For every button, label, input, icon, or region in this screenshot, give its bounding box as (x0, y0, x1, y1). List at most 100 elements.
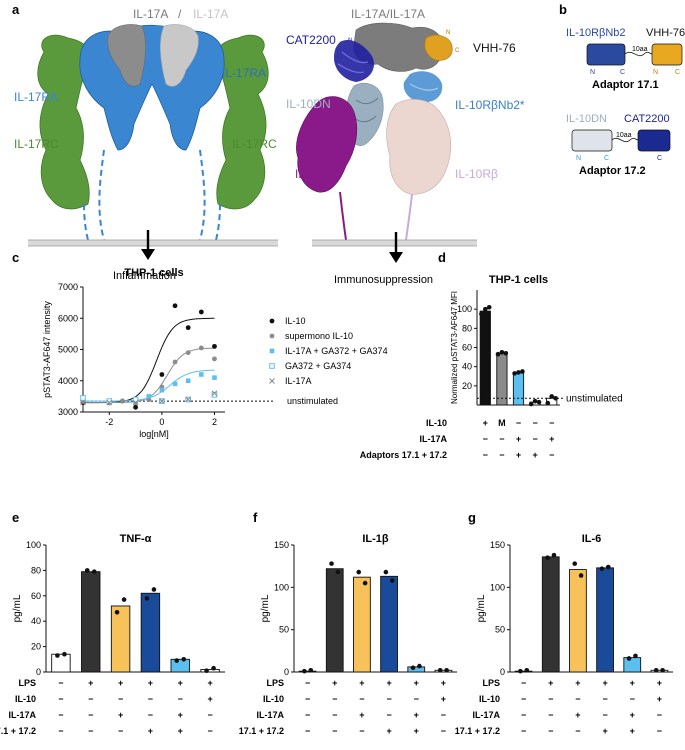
chart-e-bar-1 (81, 571, 101, 673)
chart-d-row-label-0: IL-10 (426, 418, 447, 428)
chart-d-bar-1 (496, 352, 508, 406)
adaptor1-right-domain (651, 43, 683, 66)
chart-d-bar-0 (479, 310, 491, 406)
chart-c-legend-label-1: supermono IL-10 (285, 331, 353, 341)
chart-g-ytick-label-1: 50 (495, 625, 505, 635)
chart-e-mark-3-4: + (178, 726, 183, 736)
chart-g-mark-3-1: − (548, 726, 553, 736)
chart-e-mark-1-1: − (88, 694, 93, 704)
chart-c-point-1-6 (172, 359, 178, 365)
chart-g-mark-0-1: + (548, 678, 553, 688)
chart-c-point-1-2 (120, 398, 125, 404)
chart-d-point-0-1 (483, 306, 488, 312)
chart-c-xtick-label-2: 2 (212, 417, 217, 427)
chart-f-bar-0 (298, 670, 317, 673)
chart-e-bar-4 (170, 658, 190, 673)
chart-g-ytick-label-3: 150 (490, 540, 505, 550)
chart-e-ylabel: pg/mL (12, 594, 23, 622)
membrane-right (312, 239, 477, 247)
chart-d-point-4-2 (553, 395, 558, 401)
chart-c-point-3-0 (80, 395, 86, 401)
chart-e-ytick-label-2: 40 (31, 616, 41, 626)
chart-f-point-1-0 (329, 561, 334, 566)
chart-f-mark-1-1: − (332, 694, 337, 704)
il17a-label-a: IL-17A (133, 7, 168, 21)
chart-e-bar-5 (200, 669, 220, 673)
chart-g-point-1-1 (551, 552, 557, 558)
chart-d-ylabel: Normalized pSTAT3-AF647 MFI (450, 291, 459, 404)
chart-e-tnf: TNF-α 0 20 40 60 80 100 pg/mL LPS − + + + + + IL-10 − − − −… (0, 533, 225, 736)
chart-g-mark-3-3: + (602, 726, 607, 736)
chart-f-point-5-1 (444, 668, 449, 673)
chart-f-mark-1-3: − (386, 694, 391, 704)
chart-c-point-2-8 (212, 375, 217, 380)
chart-e-mark-2-5: − (207, 710, 212, 720)
chart-f-mark-3-0: − (305, 726, 310, 736)
outcome-immunosuppression: Immunosuppression (334, 274, 433, 286)
chart-c-legend-label-4: IL-17A (285, 376, 312, 386)
chart-d-ytick-label-2: 60 (462, 343, 472, 353)
outcome-inflammation: Inflammation (113, 270, 176, 282)
chart-e-point-0-0 (55, 653, 60, 658)
chart-e-ytick-label-1: 20 (31, 642, 41, 652)
adaptor2-n: N (576, 155, 581, 162)
chart-c-legend-marker-2 (269, 348, 275, 354)
adaptor1-right-label: VHH-76 (646, 27, 685, 39)
chart-c-point-0-8 (198, 309, 204, 315)
chart-e-point-0-1 (62, 651, 67, 657)
chart-d-mark-0-2: − (516, 418, 521, 428)
panel-letter-a: a (12, 2, 20, 17)
chart-c-ytick-label-1: 4000 (58, 376, 78, 386)
chart-g-point-5-1 (660, 668, 665, 673)
chart-e-point-2-0 (114, 610, 120, 615)
chart-d-point-2-1 (516, 370, 521, 375)
chart-e-ytick-label-0: 0 (36, 667, 41, 677)
chart-g-bar-5 (650, 669, 669, 673)
chart-e-mark-0-3: + (148, 678, 153, 688)
chart-c-point-0-9 (212, 343, 217, 349)
chart-f-mark-2-2: + (359, 710, 364, 720)
il17a-label-sep: / (178, 7, 182, 21)
chart-f-row-label-3: 17.1 + 17.2 (239, 726, 284, 736)
chart-d-bar-2 (512, 371, 525, 406)
chart-g-bar-4 (623, 657, 642, 673)
arrow-head-left (141, 249, 155, 260)
chart-f-mark-1-0: − (305, 694, 310, 704)
chart-f-mark-3-5: − (441, 726, 446, 736)
chart-g-point-5-0 (653, 668, 659, 673)
chart-e-mark-3-3: + (148, 726, 153, 736)
chart-d-mark-1-1: − (499, 434, 504, 444)
cat2200-shape (334, 39, 375, 82)
chart-c-point-4-3 (159, 398, 165, 404)
il10ra-tether (339, 191, 347, 241)
chart-f-point-5-0 (437, 668, 443, 673)
panel-letter-g: g (468, 510, 476, 525)
tether-right (199, 149, 206, 241)
chart-e-point-3-1 (151, 587, 157, 592)
chart-g-point-4-1 (633, 653, 638, 659)
chart-d-mark-2-1: − (499, 450, 504, 460)
chart-g-ytick-label-0: 0 (500, 667, 505, 677)
chart-f-mark-1-2: − (359, 694, 364, 704)
panel-letter-f: f (253, 510, 258, 525)
il10rb-tether (405, 193, 413, 241)
chart-c-dose-response: THP-1 cells 3000 4000 5000 6000 7000 -2 0 2 log[n… (42, 267, 388, 439)
chart-d-point-3-0 (528, 401, 534, 407)
chart-g-mark-3-2: − (575, 726, 580, 736)
chart-d-point-3-2 (536, 399, 542, 405)
chart-d-point-3-1 (532, 398, 538, 404)
chart-c-legend-label-3: GA372 + GA374 (285, 361, 351, 371)
panel-letter-c: c (12, 250, 19, 265)
chart-f-point-1-1 (335, 569, 341, 575)
chart-d-mark-1-0: − (483, 434, 488, 444)
chart-g-point-3-1 (605, 564, 611, 570)
chart-d-ytick-label-1: 40 (462, 362, 472, 372)
il17ra-right-label: IL-17RA (222, 66, 266, 80)
chart-f-mark-2-3: − (386, 710, 391, 720)
chart-c-legend-label-0: IL-10 (285, 316, 306, 326)
membrane-left (28, 239, 278, 247)
chart-g-mark-2-1: − (548, 710, 553, 720)
chart-c-point-0-7 (185, 325, 191, 331)
chart-c-legend-label-2: IL-17A + GA372 + GA374 (285, 346, 388, 356)
chart-e-mark-0-0: − (58, 678, 63, 688)
